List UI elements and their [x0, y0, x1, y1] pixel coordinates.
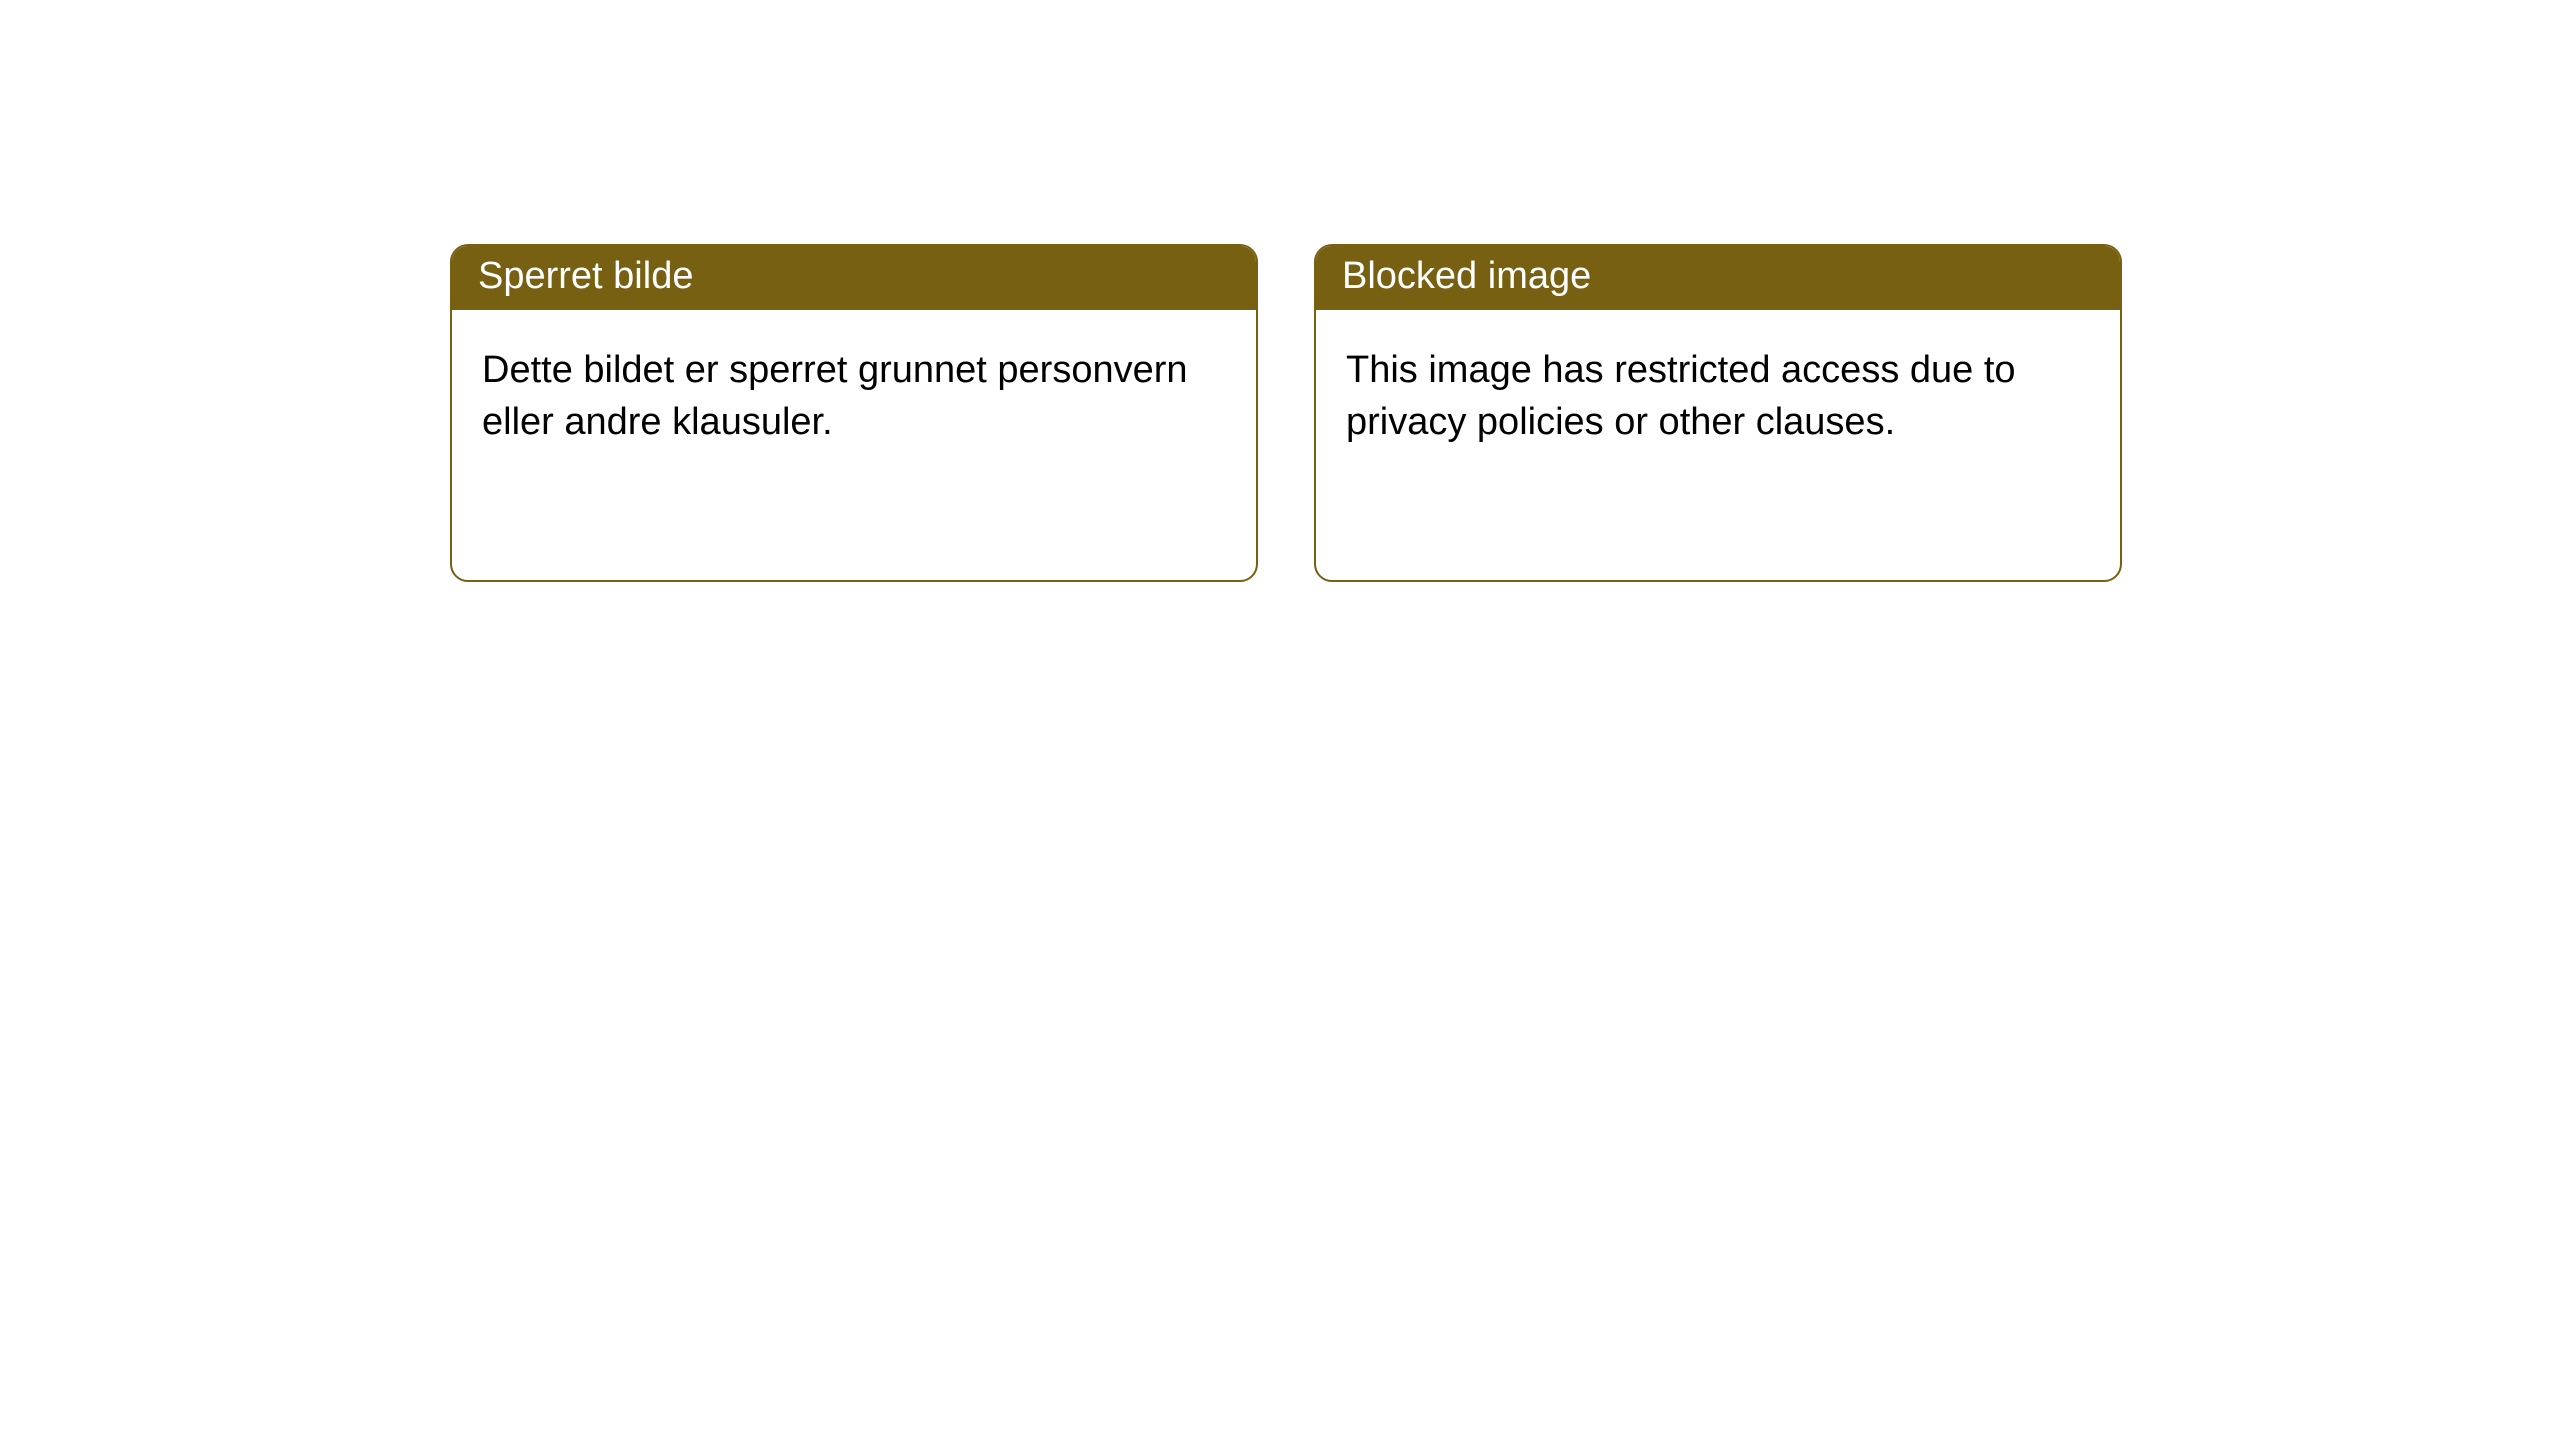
card-body-no: Dette bildet er sperret grunnet personve…	[452, 310, 1256, 580]
card-header-en: Blocked image	[1316, 246, 2120, 310]
card-body-en: This image has restricted access due to …	[1316, 310, 2120, 580]
notice-container: Sperret bilde Dette bildet er sperret gr…	[450, 244, 2122, 582]
card-header-no: Sperret bilde	[452, 246, 1256, 310]
blocked-image-card-en: Blocked image This image has restricted …	[1314, 244, 2122, 582]
blocked-image-card-no: Sperret bilde Dette bildet er sperret gr…	[450, 244, 1258, 582]
